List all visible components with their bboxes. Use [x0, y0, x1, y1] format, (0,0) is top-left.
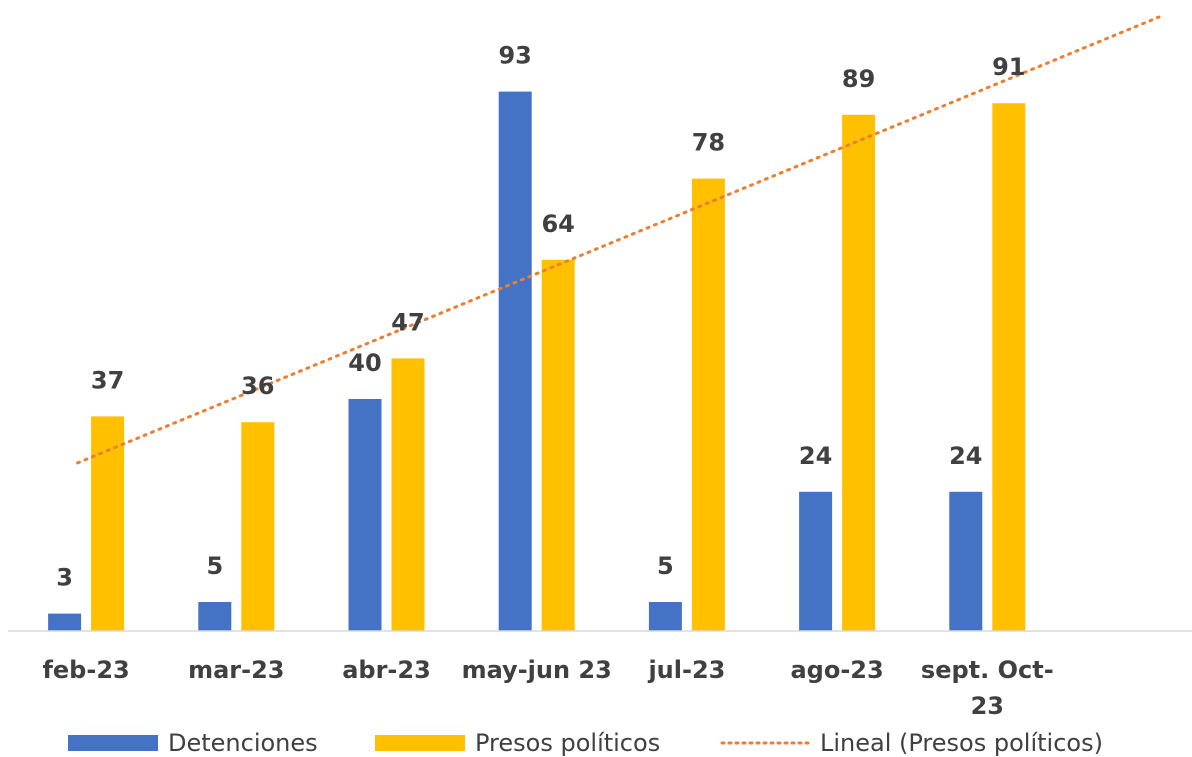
x-tick-label-feb-23: feb-23 [42, 656, 129, 684]
bar-presos-politicos-ago-23 [842, 114, 876, 632]
x-tick-label-sept-oct-23: sept. Oct-23 [921, 656, 1054, 720]
bar-detenciones-jul-23 [648, 602, 682, 631]
data-label-detenciones-abr-23: 40 [348, 349, 381, 377]
bar-presos-politicos-jul-23 [691, 178, 725, 631]
bar-detenciones-may-jun-23 [498, 91, 532, 632]
legend-swatch-presos-politicos [375, 735, 465, 751]
trendline-layer [76, 15, 1161, 465]
bar-detenciones-abr-23 [348, 399, 382, 631]
bar-presos-politicos-may-jun-23 [541, 259, 575, 631]
bar-detenciones-feb-23 [48, 613, 82, 631]
legend: Detenciones Presos políticos Lineal (Pre… [68, 729, 1103, 757]
x-tick-labels: feb-23 mar-23 abr-23 may-jun 23 jul-23 ago-23… [42, 656, 1053, 720]
data-label-detenciones-mar-23: 5 [206, 552, 223, 580]
bar-detenciones-mar-23 [198, 602, 232, 631]
bars-layer [48, 91, 1026, 632]
x-tick-label-may-jun-23: may-jun 23 [462, 656, 612, 684]
data-label-detenciones-jul-23: 5 [657, 552, 674, 580]
bar-presos-politicos-mar-23 [241, 422, 275, 631]
data-label-presos-politicos-abr-23: 47 [391, 308, 424, 336]
data-label-detenciones-feb-23: 3 [56, 564, 73, 592]
bar-presos-politicos-feb-23 [91, 416, 125, 631]
x-tick-label-jul-23: jul-23 [647, 656, 725, 684]
legend-swatch-detenciones [68, 735, 158, 751]
bar-presos-politicos-sept-oct-23 [992, 103, 1026, 631]
legend-label-presos-politicos: Presos políticos [475, 729, 660, 757]
data-label-presos-politicos-sept-oct-23: 91 [992, 53, 1025, 81]
data-label-presos-politicos-ago-23: 89 [842, 65, 875, 93]
legend-label-detenciones: Detenciones [168, 729, 318, 757]
x-tick-label-ago-23: ago-23 [790, 656, 883, 684]
trendline-presos-politicos [76, 15, 1161, 465]
x-tick-label-abr-23: abr-23 [342, 656, 431, 684]
data-labels-layer: 3 37 5 36 40 47 93 64 5 78 24 89 24 91 [56, 42, 1025, 592]
data-label-presos-politicos-mar-23: 36 [241, 372, 274, 400]
legend-label-trendline: Lineal (Presos políticos) [820, 729, 1103, 757]
data-label-detenciones-ago-23: 24 [799, 442, 832, 470]
data-label-presos-politicos-feb-23: 37 [91, 366, 124, 394]
data-label-detenciones-sept-oct-23: 24 [949, 442, 982, 470]
x-tick-label-mar-23: mar-23 [188, 656, 284, 684]
bar-detenciones-sept-oct-23 [949, 491, 983, 631]
data-label-presos-politicos-jul-23: 78 [692, 129, 725, 157]
data-label-detenciones-may-jun-23: 93 [498, 42, 531, 70]
bar-detenciones-ago-23 [799, 491, 833, 631]
data-label-presos-politicos-may-jun-23: 64 [541, 210, 574, 238]
bar-presos-politicos-abr-23 [391, 358, 425, 631]
